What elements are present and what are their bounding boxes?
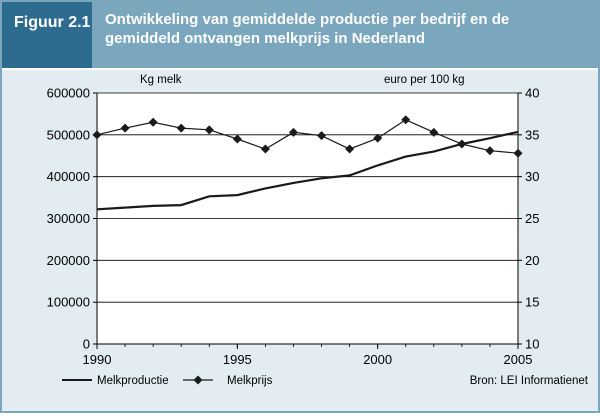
x-tick-label: 1990: [83, 352, 112, 367]
x-tick-label: 2000: [363, 352, 392, 367]
figure-label: Figuur 2.1: [2, 2, 92, 68]
data-point-melkprijs: [148, 117, 158, 127]
right-tick-label: 30: [525, 169, 539, 184]
left-axis-label: Kg melk: [140, 74, 182, 86]
right-tick-label: 35: [525, 127, 539, 142]
data-point-melkprijs: [345, 144, 355, 154]
data-point-melkprijs: [260, 144, 270, 154]
data-point-melkprijs: [401, 115, 411, 125]
data-point-melkprijs: [176, 123, 186, 133]
right-tick-label: 25: [525, 211, 539, 226]
chart-svg: 0 100000 200000 300000 400000 500000 600000 10 1…: [47, 74, 589, 387]
data-point-melkprijs: [288, 127, 298, 137]
left-tick-label: 200000: [47, 253, 90, 268]
legend-label-melkprijs: Melkprijs: [227, 375, 273, 387]
data-point-melkprijs: [204, 125, 214, 135]
x-tick-label: 2005: [504, 352, 533, 367]
source-note: Bron: LEI Informatienet: [470, 375, 589, 387]
series-line-melkproductie: [96, 130, 519, 211]
right-tick-label: 20: [525, 253, 539, 268]
left-tick-label: 400000: [47, 169, 90, 184]
data-point-melkprijs: [457, 139, 467, 149]
left-tick-label: 100000: [47, 295, 90, 310]
data-point-melkprijs: [317, 131, 327, 141]
right-tick-label: 15: [525, 295, 539, 310]
right-tick-label: 40: [525, 86, 539, 101]
figure-title: Ontwikkeling van gemiddelde productie pe…: [105, 11, 510, 47]
left-tick-label: 0: [83, 337, 90, 352]
data-point-melkprijs: [513, 148, 523, 158]
figure-header: Figuur 2.1 Ontwikkeling van gemiddelde p…: [2, 2, 598, 68]
series-line-melkprijs: [96, 119, 519, 154]
data-point-melkprijs: [120, 123, 130, 133]
left-tick-label: 500000: [47, 127, 90, 142]
x-tick-label: 1995: [223, 352, 252, 367]
data-point-melkprijs: [485, 146, 495, 156]
left-tick-label: 600000: [47, 86, 90, 101]
data-point-melkprijs: [232, 134, 242, 144]
left-tick-label: 300000: [47, 211, 90, 226]
legend-marker-melkprijs: [193, 375, 203, 385]
data-point-melkprijs: [92, 130, 102, 140]
right-tick-label: 10: [525, 337, 539, 352]
data-point-melkprijs: [373, 133, 383, 143]
chart-area: 0 100000 200000 300000 400000 500000 600000 10 1…: [2, 70, 598, 411]
legend-label-melkproductie: Melkproductie: [97, 375, 169, 387]
data-point-melkprijs: [429, 127, 439, 137]
right-axis-label: euro per 100 kg: [384, 74, 465, 86]
